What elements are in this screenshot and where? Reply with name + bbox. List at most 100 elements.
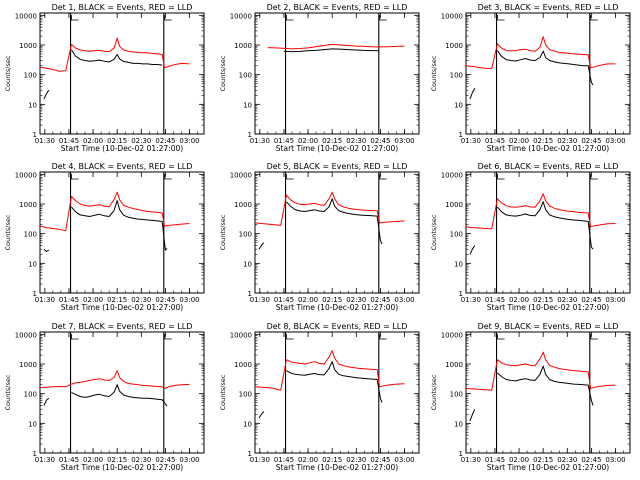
y-tick-label: 10000 <box>441 331 463 339</box>
x-tick-label: 02:45 <box>581 296 601 304</box>
time-marker-flag <box>497 174 505 180</box>
y-axis-label: Counts/sec <box>4 214 12 250</box>
y-tick-label: 10 <box>454 260 463 268</box>
x-axis-label: Start Time (10-Dec-02 01:27:00) <box>276 303 398 312</box>
x-tick-label: 02:30 <box>557 137 577 145</box>
time-marker-flag <box>590 15 598 21</box>
x-tick-label: 02:00 <box>509 137 529 145</box>
y-tick-label: 100 <box>239 72 252 80</box>
y-tick-label: 1 <box>33 290 37 298</box>
panel-title: Det 9, BLACK = Events, RED = LLD <box>478 322 619 331</box>
series-line-events <box>283 48 379 53</box>
plot-frame <box>254 331 420 454</box>
x-axis-label: Start Time (10-Dec-02 01:27:00) <box>487 303 609 312</box>
y-axis-label: Counts/sec <box>219 374 227 410</box>
y-axis-label: Counts/sec <box>4 374 12 410</box>
x-axis-label: Start Time (10-Dec-02 01:27:00) <box>487 463 609 472</box>
x-tick-label: 02:15 <box>107 296 127 304</box>
plot-frame <box>465 331 631 454</box>
y-axis-label: Counts/sec <box>219 214 227 250</box>
x-tick-label: 03:00 <box>394 296 414 304</box>
panel-title: Det 4, BLACK = Events, RED = LLD <box>52 162 193 171</box>
time-marker-flag <box>164 174 172 180</box>
x-axis-label: Start Time (10-Dec-02 01:27:00) <box>61 463 183 472</box>
time-marker-flag <box>379 174 387 180</box>
time-marker-flag <box>379 15 387 21</box>
y-axis-label: Counts/sec <box>219 55 227 91</box>
y-tick-label: 100 <box>239 231 252 239</box>
x-tick-label: 01:45 <box>485 137 505 145</box>
x-tick-label: 02:15 <box>107 456 127 464</box>
x-tick-label: 02:45 <box>155 456 175 464</box>
x-tick-label: 02:00 <box>298 137 318 145</box>
x-axis-label: Start Time (10-Dec-02 01:27:00) <box>276 144 398 153</box>
y-tick-label: 10000 <box>441 12 463 20</box>
y-tick-label: 1000 <box>234 201 252 209</box>
x-tick-label: 02:45 <box>370 296 390 304</box>
y-tick-label: 1000 <box>234 42 252 50</box>
y-tick-label: 100 <box>450 231 463 239</box>
x-axis-label: Start Time (10-Dec-02 01:27:00) <box>276 463 398 472</box>
y-tick-label: 10 <box>454 101 463 109</box>
x-tick-label: 02:15 <box>322 137 342 145</box>
y-tick-label: 10 <box>28 260 37 268</box>
x-tick-label: 01:30 <box>250 137 270 145</box>
x-tick-label: 01:45 <box>274 456 294 464</box>
series-line-events <box>43 384 168 407</box>
series-line-lld <box>268 44 416 49</box>
y-tick-label: 10000 <box>441 171 463 179</box>
y-tick-label: 10000 <box>15 171 37 179</box>
series-line-lld <box>466 37 627 69</box>
panel-title: Det 5, BLACK = Events, RED = LLD <box>267 162 408 171</box>
panel-det-7: Det 7, BLACK = Events, RED = LLD 1 10 100 10… <box>4 322 205 472</box>
x-tick-label: 02:15 <box>107 137 127 145</box>
x-tick-label: 01:30 <box>461 296 481 304</box>
y-tick-label: 1000 <box>19 361 37 369</box>
y-axis-label: Counts/sec <box>430 374 438 410</box>
x-tick-label: 02:45 <box>370 456 390 464</box>
x-tick-label: 02:00 <box>298 456 318 464</box>
x-tick-label: 02:15 <box>533 137 553 145</box>
y-tick-label: 10000 <box>230 331 252 339</box>
x-tick-label: 02:00 <box>509 296 529 304</box>
x-tick-label: 01:30 <box>35 456 55 464</box>
x-tick-label: 02:45 <box>155 137 175 145</box>
y-tick-label: 1 <box>248 131 252 139</box>
time-marker-flag <box>286 334 294 340</box>
y-tick-label: 1000 <box>19 42 37 50</box>
series-line-events <box>258 361 383 419</box>
x-tick-label: 02:15 <box>322 296 342 304</box>
x-tick-label: 03:00 <box>394 456 414 464</box>
x-tick-label: 01:45 <box>59 137 79 145</box>
x-tick-label: 02:15 <box>533 296 553 304</box>
series-line-events <box>43 200 168 252</box>
y-tick-label: 100 <box>450 72 463 80</box>
y-axis-label: Counts/sec <box>430 55 438 91</box>
x-tick-label: 02:30 <box>131 456 151 464</box>
y-tick-label: 100 <box>24 72 37 80</box>
x-axis-label: Start Time (10-Dec-02 01:27:00) <box>487 144 609 153</box>
x-tick-label: 03:00 <box>605 137 625 145</box>
plot-frame <box>465 171 631 294</box>
x-tick-label: 01:30 <box>461 456 481 464</box>
panel-title: Det 8, BLACK = Events, RED = LLD <box>267 322 408 331</box>
plot-frame <box>254 171 420 294</box>
y-axis-label: Counts/sec <box>430 214 438 250</box>
panel-det-4: Det 4, BLACK = Events, RED = LLD 1 10 100 10… <box>4 162 205 312</box>
x-tick-label: 03:00 <box>179 296 199 304</box>
time-marker-flag <box>286 15 294 21</box>
y-tick-label: 10000 <box>230 12 252 20</box>
x-tick-label: 02:30 <box>346 296 366 304</box>
series-line-lld <box>40 38 201 71</box>
y-tick-label: 100 <box>450 391 463 399</box>
panel-det-2: Det 2, BLACK = Events, RED = LLD 1 10 100 10… <box>219 3 420 153</box>
time-marker-flag <box>71 334 79 340</box>
x-tick-label: 03:00 <box>179 137 199 145</box>
y-tick-label: 1 <box>459 450 463 458</box>
y-tick-label: 1 <box>33 450 37 458</box>
y-tick-label: 100 <box>239 391 252 399</box>
plot-frame <box>39 171 205 294</box>
x-tick-label: 01:45 <box>274 296 294 304</box>
panel-det-3: Det 3, BLACK = Events, RED = LLD 1 10 100 10… <box>430 3 631 153</box>
